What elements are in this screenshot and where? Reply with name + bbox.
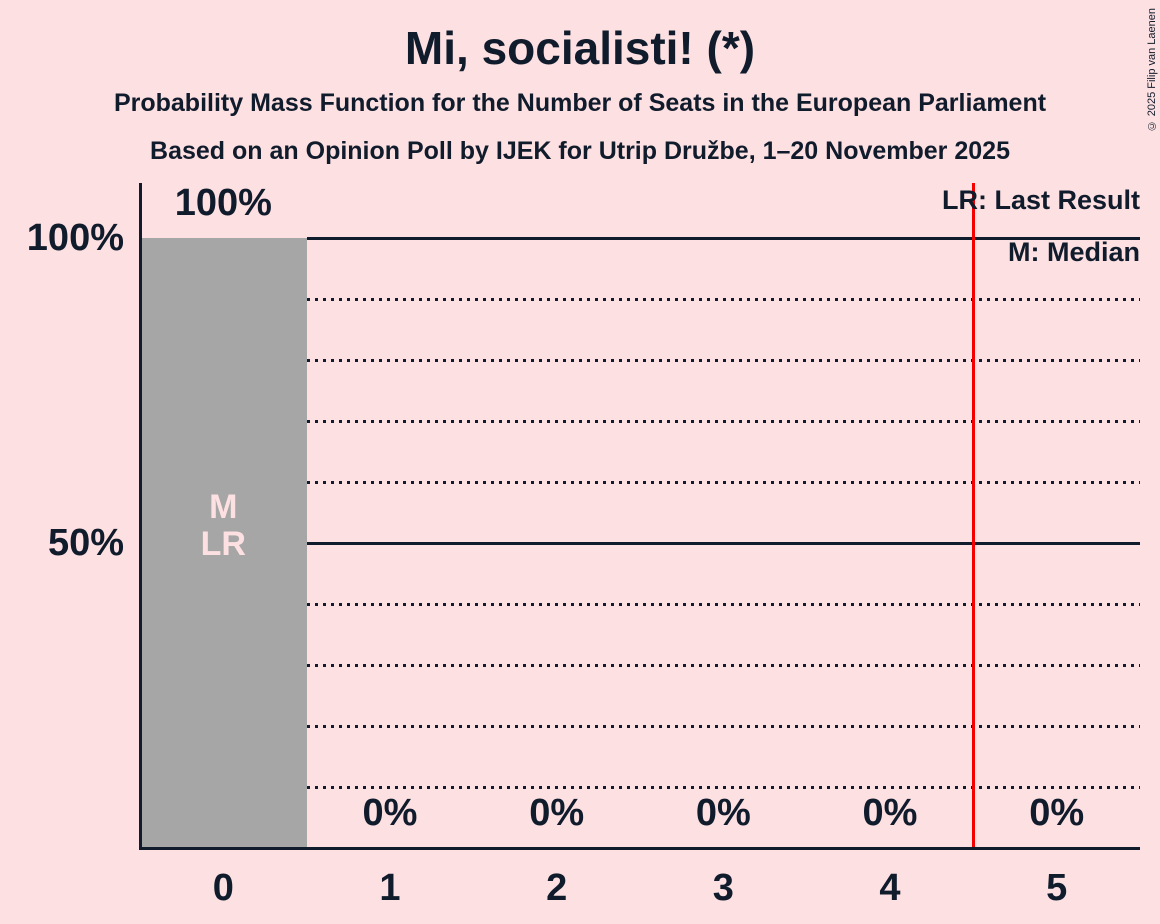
gridline-dotted bbox=[306, 420, 1140, 423]
gridline-dotted bbox=[306, 725, 1140, 728]
gridline-solid bbox=[306, 236, 1140, 240]
bar-value-label: 0% bbox=[695, 792, 751, 834]
bar-value-label: 0% bbox=[362, 792, 418, 834]
gridline-dotted bbox=[306, 298, 1140, 301]
median-last-result-annotation: M LR bbox=[143, 489, 303, 563]
gridline-solid bbox=[306, 541, 1140, 545]
chart-subtitle: Probability Mass Function for the Number… bbox=[113, 89, 1047, 117]
gridline-dotted bbox=[306, 359, 1140, 362]
bar-annotation-line: LR bbox=[200, 525, 246, 563]
bar-value-label: 0% bbox=[529, 792, 585, 834]
legend-last-result: LR: Last Result bbox=[941, 185, 1140, 215]
x-axis-line bbox=[138, 846, 1140, 850]
y-axis-line bbox=[138, 183, 142, 850]
majority-threshold-line bbox=[971, 183, 975, 848]
bar bbox=[140, 238, 307, 848]
x-tick-label: 1 bbox=[379, 867, 401, 909]
gridline-dotted bbox=[306, 786, 1140, 789]
copyright-notice: © 2025 Filip van Laenen bbox=[1146, 8, 1158, 132]
y-tick-label: 100% bbox=[26, 217, 124, 259]
x-tick-label: 5 bbox=[1046, 867, 1068, 909]
bar-value-label: 0% bbox=[862, 792, 918, 834]
gridline-dotted bbox=[306, 481, 1140, 484]
bar-value-label: 0% bbox=[1029, 792, 1085, 834]
x-tick-label: 4 bbox=[879, 867, 901, 909]
y-tick-label: 50% bbox=[47, 522, 124, 564]
chart-subtitle-source: Based on an Opinion Poll by IJEK for Utr… bbox=[150, 137, 1010, 165]
bar-value-label: 100% bbox=[174, 182, 272, 224]
gridline-dotted bbox=[306, 603, 1140, 606]
x-tick-label: 3 bbox=[712, 867, 734, 909]
x-tick-label: 2 bbox=[546, 867, 568, 909]
chart-title: Mi, socialisti! (*) bbox=[404, 22, 756, 74]
legend-median: M: Median bbox=[1008, 237, 1140, 267]
x-tick-label: 0 bbox=[212, 867, 234, 909]
gridline-dotted bbox=[306, 664, 1140, 667]
bar-annotation-line: M bbox=[209, 488, 238, 526]
